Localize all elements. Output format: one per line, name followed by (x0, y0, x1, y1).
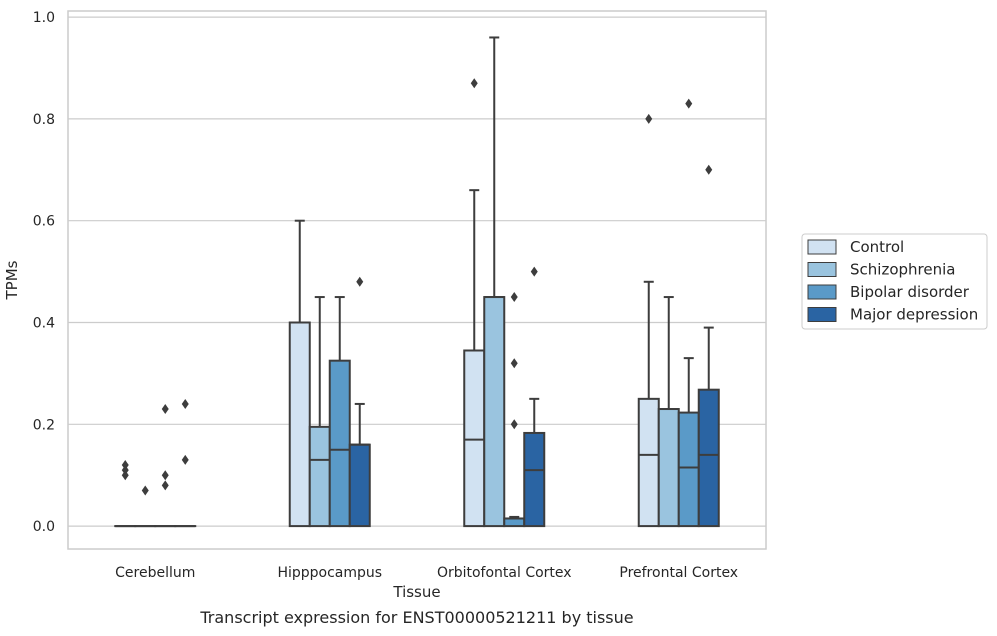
x-axis-label: Tissue (392, 583, 440, 601)
outlier-point (141, 485, 149, 496)
box-rect (697, 388, 720, 528)
chart-title: Transcript expression for ENST0000052121… (199, 608, 633, 627)
legend-swatch (807, 239, 837, 255)
box-rect (308, 425, 331, 528)
outlier-point (510, 358, 518, 369)
box-rect (503, 517, 526, 528)
legend-label: Bipolar disorder (850, 283, 970, 301)
outlier-point (161, 470, 169, 481)
legend-label: Schizophrenia (850, 261, 955, 279)
outlier-point (470, 78, 478, 89)
box-rect (463, 349, 486, 528)
y-axis-label: TPMs (3, 260, 21, 300)
box-0-3 (174, 398, 197, 528)
box-rect (483, 296, 506, 528)
box-rect (523, 431, 546, 528)
box-2-3 (523, 266, 546, 528)
box-3-3 (697, 164, 720, 528)
plot-frame (67, 10, 767, 550)
outlier-point (510, 292, 518, 303)
box-rect (657, 408, 680, 528)
x-tick-label: Hipppocampus (277, 565, 382, 581)
box-2-1 (483, 36, 506, 528)
legend: Control Schizophrenia Bipolar disorder Majo… (801, 233, 988, 330)
legend-swatch (807, 284, 837, 300)
legend-label: Major depression (850, 306, 978, 324)
outlier-point (121, 470, 129, 481)
box-2-2 (503, 292, 526, 528)
box-3-0 (637, 113, 660, 528)
x-tick-label: Orbitofontal Cortex (437, 565, 572, 581)
y-tick-label: 0.8 (33, 112, 55, 128)
box-3-1 (657, 296, 680, 528)
outlier-point (685, 98, 693, 109)
box-1-3 (348, 276, 371, 528)
outlier-point (530, 266, 538, 277)
outlier-point (705, 164, 713, 175)
outlier-point (161, 480, 169, 491)
legend-swatch (807, 307, 837, 322)
y-tick-label: 1.0 (33, 10, 55, 26)
box-1-2 (328, 296, 351, 528)
outlier-point (121, 460, 129, 471)
outlier-point (161, 404, 169, 415)
y-tick-label: 0.2 (33, 417, 55, 433)
legend-swatch (807, 262, 837, 277)
box-rect (328, 359, 351, 528)
box-rect (677, 411, 700, 528)
box-rect (348, 443, 371, 528)
legend-label: Control (850, 238, 904, 256)
outlier-point (121, 465, 129, 476)
x-tick-labels: Cerebellum Hipppocampus Orbitofontal Corte… (115, 565, 738, 581)
y-tick-labels: 0.0 0.2 0.4 0.6 0.8 1.0 (33, 10, 55, 535)
box-groups (114, 36, 720, 528)
y-tick-label: 0.6 (33, 214, 55, 230)
box-1-0 (288, 219, 311, 528)
x-tick-label: Prefrontal Cortex (619, 565, 738, 581)
y-tick-label: 0.0 (33, 519, 55, 535)
outlier-point (181, 454, 189, 465)
outlier-point (645, 113, 653, 124)
box-2-0 (463, 78, 486, 528)
outlier-point (356, 276, 364, 287)
x-tick-label: Cerebellum (115, 565, 195, 581)
outlier-point (510, 419, 518, 430)
legend-frame (801, 233, 988, 330)
box-rect (288, 321, 311, 528)
y-tick-label: 0.4 (33, 316, 55, 332)
box-rect (637, 397, 660, 528)
outlier-point (181, 398, 189, 409)
